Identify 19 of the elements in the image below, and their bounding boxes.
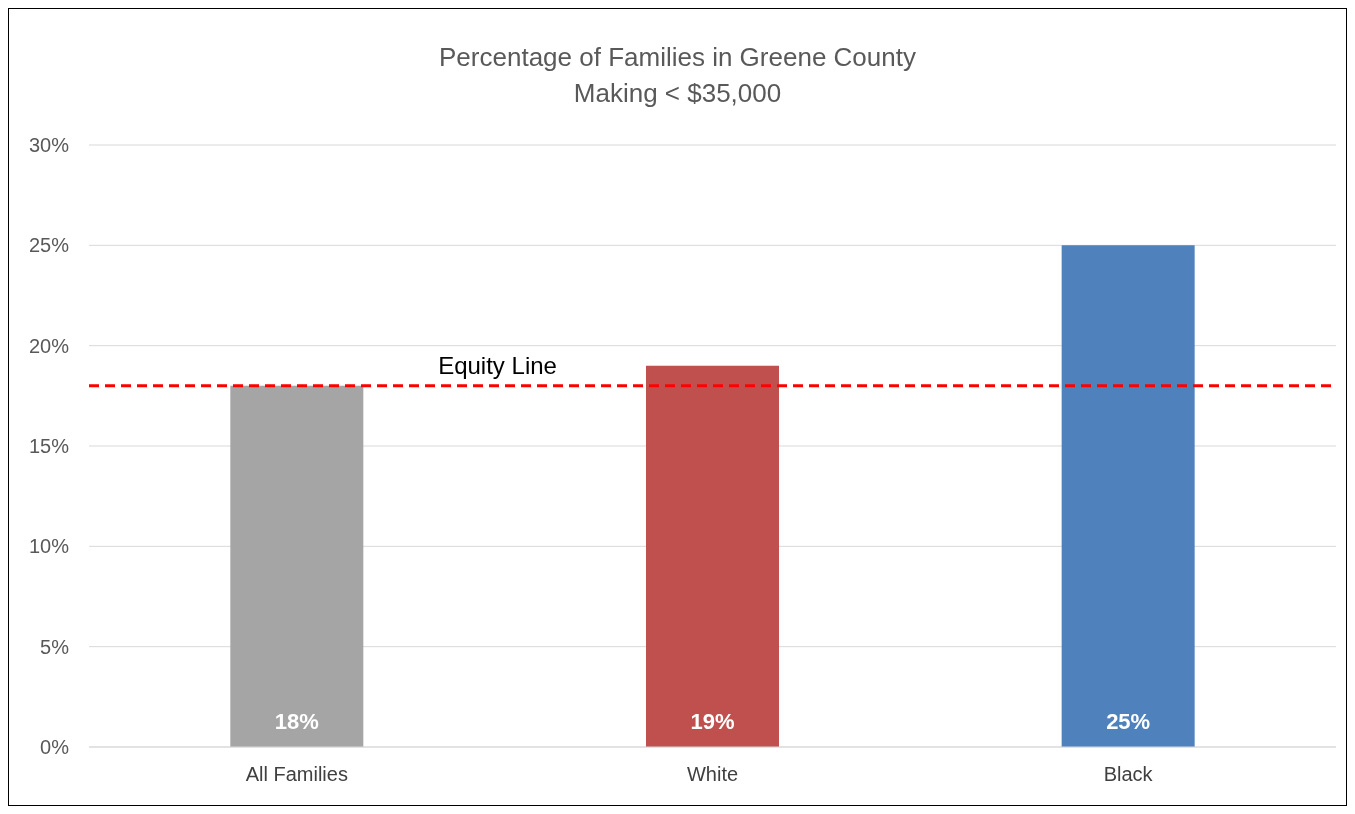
y-tick-label: 5% (40, 635, 70, 658)
chart-title: Percentage of Families in Greene County (438, 41, 917, 74)
chart-subtitle: Making < $35,000 (572, 77, 783, 110)
data-label: 19% (690, 709, 735, 734)
y-tick-label: 20% (28, 334, 70, 357)
y-tick-label: 25% (28, 234, 70, 257)
bar (645, 365, 779, 747)
bar (1061, 245, 1195, 747)
y-tick-label: 15% (28, 435, 70, 458)
x-tick-label: All Families (245, 763, 348, 786)
x-tick-label: White (686, 763, 739, 786)
y-tick-label: 30% (28, 134, 70, 157)
data-label: 25% (1106, 709, 1151, 734)
data-label: 18% (274, 709, 319, 734)
y-tick-label: 10% (28, 535, 70, 558)
bar (230, 385, 364, 747)
x-tick-label: Black (1103, 763, 1154, 786)
y-tick-label: 0% (40, 736, 70, 759)
ref-line-label: Equity Line (438, 351, 557, 379)
